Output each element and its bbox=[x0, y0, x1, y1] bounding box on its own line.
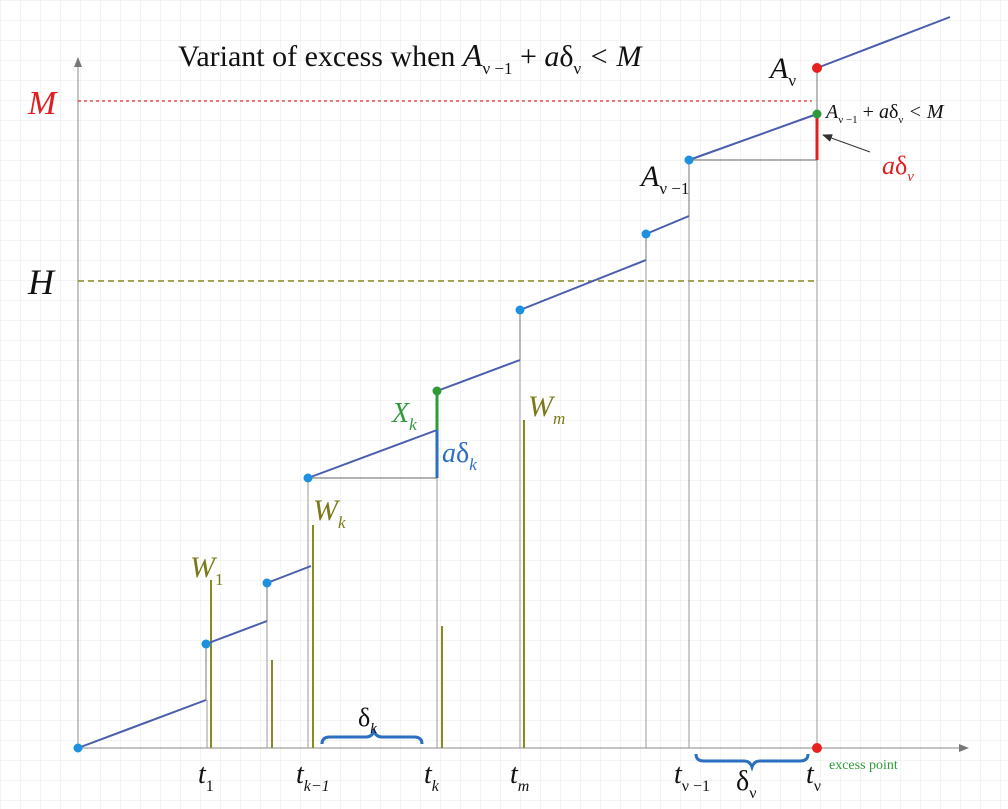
level-M-label: M bbox=[27, 85, 58, 122]
start-point bbox=[73, 743, 83, 753]
delta-nu-label: δν bbox=[736, 766, 756, 802]
A-nu-label: Aν bbox=[768, 52, 796, 90]
jump-point-tm bbox=[515, 305, 525, 315]
delta-k-label: δk bbox=[358, 703, 377, 737]
jump-point-5 bbox=[641, 229, 651, 239]
Wm-label: Wm bbox=[528, 390, 565, 428]
time-label-t-nu-1: tν −1 bbox=[674, 759, 710, 795]
time-label-tk-1: tk−1 bbox=[296, 759, 330, 795]
delta-nu-brace bbox=[694, 753, 810, 772]
excess-point-dot bbox=[812, 743, 822, 753]
level-H-label: H bbox=[27, 262, 56, 302]
a-delta-nu-label: aδν bbox=[882, 151, 914, 185]
delta-k-brace bbox=[320, 726, 424, 745]
A-nu-minus-1-label: Aν −1 bbox=[639, 160, 689, 198]
jump-time-guides bbox=[206, 160, 818, 748]
A-nu-point bbox=[812, 63, 822, 73]
jump-point-tk-1 bbox=[303, 473, 313, 483]
W1-label: W1 bbox=[190, 551, 224, 589]
jump-points bbox=[73, 155, 694, 753]
excess-point-label: excess point bbox=[829, 758, 898, 773]
condition-point bbox=[812, 109, 822, 119]
a-delta-nu-arrow bbox=[822, 134, 871, 153]
Wk-label: Wk bbox=[313, 494, 346, 532]
condition-label: Aν −1 + aδν < M bbox=[824, 101, 945, 126]
process-jumps bbox=[205, 160, 690, 700]
jump-point-t-nu-1 bbox=[684, 155, 694, 165]
time-label-tm: tm bbox=[510, 759, 529, 795]
claim-bars bbox=[210, 420, 525, 748]
Xk-label: Xk bbox=[391, 398, 417, 434]
a-delta-k-label: aδk bbox=[442, 438, 477, 474]
time-label-tk: tk bbox=[424, 759, 440, 795]
jump-point-2 bbox=[262, 578, 272, 588]
time-label-t1: t1 bbox=[198, 759, 214, 795]
title: Variant of excess when Aν −1 + aδν < M bbox=[178, 37, 643, 78]
time-label-t-nu: tν bbox=[806, 759, 821, 795]
Xk-point bbox=[432, 386, 442, 396]
process-path bbox=[77, 16, 951, 749]
jump-point-t1 bbox=[201, 639, 211, 649]
